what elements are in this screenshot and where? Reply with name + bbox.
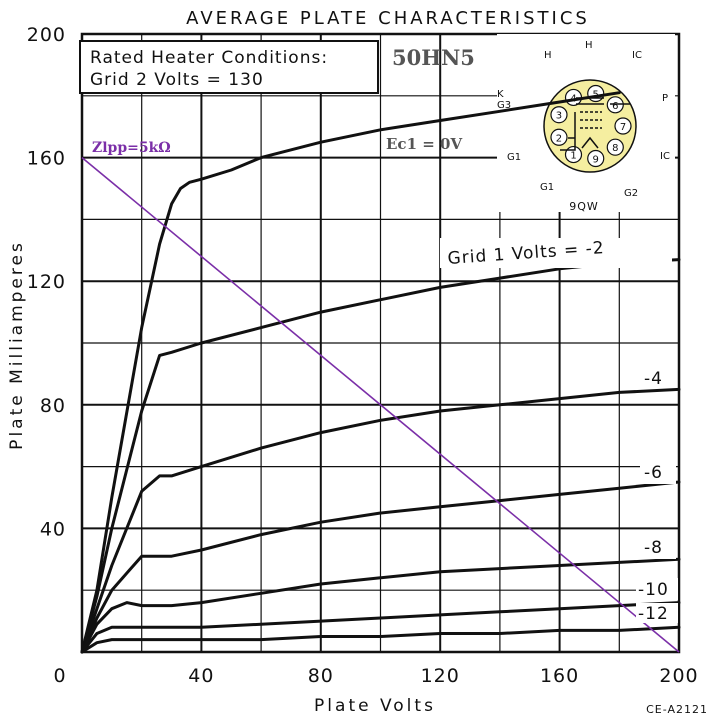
pin-label-ic-right: IC bbox=[660, 151, 670, 162]
y-tick-label: 80 bbox=[40, 395, 66, 417]
curve-label-4: -4 bbox=[644, 369, 663, 389]
heater-condition-text: Rated Heater Conditions: bbox=[90, 48, 328, 68]
pin-label-h-left: H bbox=[544, 50, 552, 61]
socket-pin-number: 3 bbox=[556, 111, 562, 122]
y-tick-label: 160 bbox=[27, 148, 66, 170]
socket-pin-number: 9 bbox=[593, 154, 599, 165]
figure-code: CE-A2121 bbox=[646, 703, 708, 716]
pin-label-ic-top: IC bbox=[632, 50, 642, 61]
load-line-label: Zlpp=5kΩ bbox=[92, 140, 171, 156]
x-tick-label: 0 bbox=[53, 665, 66, 687]
load-line bbox=[81, 156, 680, 653]
curve-label-6: -6 bbox=[644, 463, 663, 483]
pin-label-g1-bottom: G1 bbox=[540, 182, 554, 193]
socket-pin-number: 7 bbox=[620, 122, 626, 133]
x-tick-label: 200 bbox=[659, 665, 698, 687]
ec1-label: Ec1 = 0V bbox=[386, 135, 462, 153]
curves bbox=[80, 91, 681, 654]
socket-pin bbox=[587, 149, 605, 168]
y-tick-label: 40 bbox=[40, 518, 66, 540]
x-tick-label: 120 bbox=[421, 665, 460, 687]
socket-pin-number: 6 bbox=[612, 101, 618, 112]
curve-labels: Grid 1 Volts = -2 -4 -6 -8 -10 -12 bbox=[440, 238, 678, 624]
x-tick-label: 160 bbox=[540, 665, 579, 687]
curve-grid-minus-2 bbox=[80, 258, 681, 654]
y-tick-label: 120 bbox=[27, 271, 66, 293]
pin-label-g2: G2 bbox=[624, 188, 638, 199]
tube-name: 50HN5 bbox=[392, 45, 475, 70]
socket-pin-number: 2 bbox=[556, 133, 562, 144]
curve-grid-minus-4 bbox=[80, 387, 681, 654]
curve-grid-minus-10 bbox=[80, 601, 681, 654]
x-axis-title: Plate Volts bbox=[314, 696, 436, 716]
socket-pin bbox=[550, 106, 568, 124]
x-tick-label: 40 bbox=[188, 665, 214, 687]
socket-pin bbox=[606, 96, 624, 114]
curve-label-k: K bbox=[497, 89, 504, 100]
tick-labels: 0 40 80 120 160 200 40 80 120 160 200 bbox=[27, 24, 698, 687]
socket-pin bbox=[550, 128, 568, 146]
socket-pin bbox=[614, 117, 632, 135]
grid2-condition-text: Grid 2 Volts = 130 bbox=[90, 70, 264, 90]
curve-grid-minus-12 bbox=[80, 625, 681, 654]
y-axis-title: Plate Milliamperes bbox=[7, 240, 27, 450]
basing-code: 9QW bbox=[569, 200, 599, 213]
curve-label-12: -12 bbox=[638, 604, 669, 624]
x-tick-label: 80 bbox=[308, 665, 334, 687]
curve-label-g3: G3 bbox=[497, 100, 511, 111]
curve-grid-0 bbox=[80, 91, 621, 654]
conditions-box: Rated Heater Conditions: Grid 2 Volts = … bbox=[79, 40, 379, 94]
chart-title: AVERAGE PLATE CHARACTERISTICS bbox=[186, 8, 590, 29]
curve-grid-minus-8 bbox=[80, 557, 681, 654]
socket-pin-number: 1 bbox=[570, 151, 576, 162]
curve-label-8: -8 bbox=[644, 538, 663, 558]
y-tick-label: 200 bbox=[27, 24, 66, 46]
pin-label-p: P bbox=[662, 93, 668, 104]
pin-label-h-top: H bbox=[585, 40, 593, 51]
pin-label-g1-left: G1 bbox=[507, 152, 521, 163]
curve-label-10: -10 bbox=[638, 580, 669, 600]
socket-pin bbox=[606, 138, 624, 156]
curve-grid-minus-6 bbox=[80, 480, 681, 654]
plot-frame bbox=[80, 32, 681, 654]
socket-pin-number: 8 bbox=[612, 143, 618, 154]
